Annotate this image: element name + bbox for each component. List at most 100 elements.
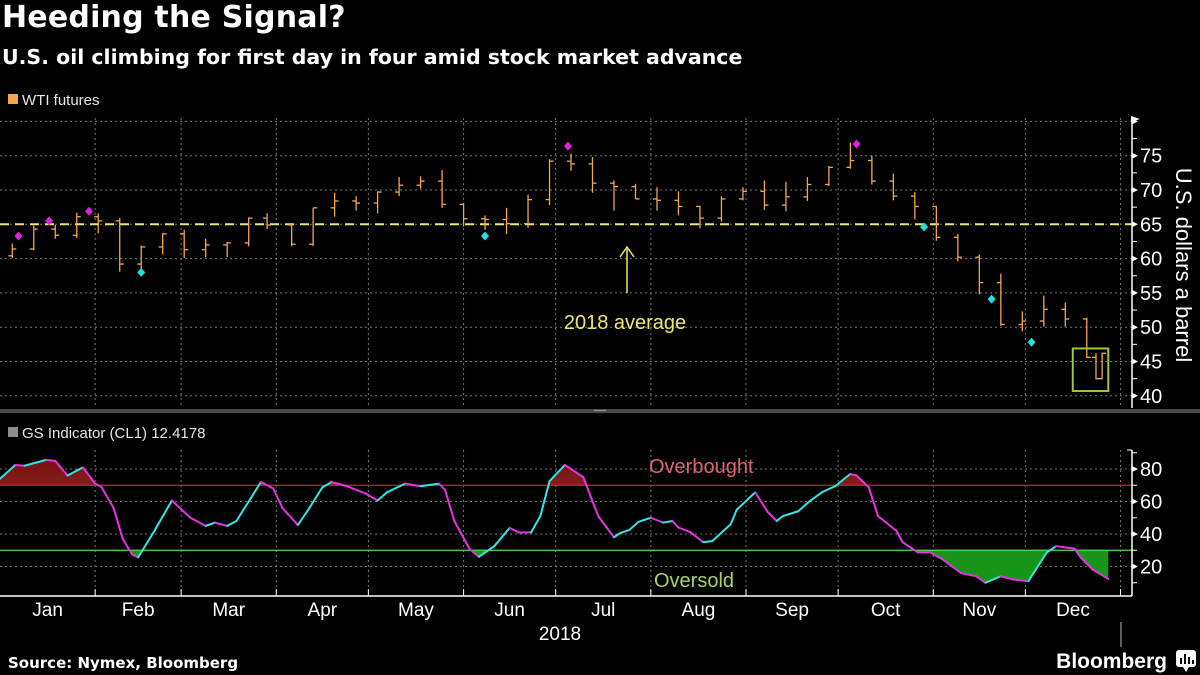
major-tick <box>1132 563 1138 570</box>
wti-bar <box>8 243 17 258</box>
indicator-tick-label: 80 <box>1140 459 1162 481</box>
gs-segment-falling <box>677 526 692 534</box>
gs-segment-falling <box>1091 568 1110 580</box>
gs-segment-falling <box>975 575 987 584</box>
major-tick <box>1132 358 1138 365</box>
price-tick-label: 65 <box>1140 214 1162 236</box>
wti-bar <box>695 205 704 229</box>
oversold-signal-diamond <box>481 231 490 241</box>
average-label: 2018 average <box>564 312 686 334</box>
gs-segment-rising <box>809 490 824 502</box>
gs-segment-rising <box>539 480 551 518</box>
upper-gridlines <box>0 118 1132 408</box>
separator-grip-icon[interactable] <box>594 410 606 411</box>
wti-bar <box>1018 311 1027 332</box>
wti-bar <box>781 181 790 212</box>
price-tick-label: 50 <box>1140 317 1162 339</box>
month-label: Nov <box>962 600 996 621</box>
major-tick <box>1132 187 1138 193</box>
wti-bar <box>459 203 468 227</box>
gs-segment-falling <box>100 485 115 509</box>
gs-segment-rising <box>419 482 441 488</box>
wti-bar <box>72 212 81 239</box>
wti-bar <box>373 191 382 214</box>
gs-indicator-line <box>0 458 1110 584</box>
wti-bar <box>889 173 898 201</box>
gs-segment-falling <box>94 482 103 488</box>
major-tick <box>1132 255 1138 262</box>
major-tick <box>1132 221 1138 228</box>
indicator-tick-label: 60 <box>1140 492 1162 514</box>
overbought-fill <box>0 459 1109 486</box>
gs-segment-rising <box>662 520 674 524</box>
gs-segment-falling <box>281 507 299 526</box>
gs-segment-falling <box>259 481 275 490</box>
time-axis: Jan Feb Mar Apr May Jun Jul Aug Sep Oct Nov Dec <box>0 589 1132 621</box>
highlight-box <box>1071 347 1110 392</box>
gs-segment-rising <box>385 482 407 494</box>
gs-segment-rising <box>775 515 784 522</box>
wti-bar <box>996 273 1005 326</box>
gs-segment-falling <box>895 529 904 544</box>
gs-segment-rising <box>376 491 388 502</box>
overbought-signal-diamond <box>45 216 54 226</box>
gs-segment-rising <box>619 528 631 535</box>
gs-segment-falling <box>671 520 680 529</box>
wti-bar <box>932 205 941 241</box>
gs-segment-falling <box>941 558 962 574</box>
gs-segment-rising <box>204 521 216 527</box>
gs-segment-falling <box>999 575 1015 581</box>
oversold-signal-diamond <box>920 222 929 232</box>
indicator-tick-label: 20 <box>1140 557 1162 579</box>
wti-bar <box>1039 295 1048 327</box>
wti-bar <box>201 238 210 258</box>
gs-segment-falling <box>131 553 140 559</box>
gs-segment-rising <box>0 463 17 480</box>
gs-segment-falling <box>189 516 207 527</box>
gs-segment-rising <box>321 481 333 489</box>
gs-segment-rising <box>729 508 738 526</box>
gs-segment-rising <box>628 520 640 531</box>
gs-segment-falling <box>170 499 192 519</box>
gs-segment-falling <box>112 507 124 540</box>
gs-segment-falling <box>330 481 348 488</box>
gs-segment-falling <box>754 491 769 513</box>
overbought-label: Overbought <box>649 456 754 478</box>
gs-segment-falling <box>1055 545 1076 550</box>
wti-bar <box>760 180 769 210</box>
bloomberg-chart-icon <box>1176 650 1196 672</box>
gs-segment-rising <box>613 532 622 539</box>
gs-segment-falling <box>929 551 944 561</box>
wti-bar <box>137 245 146 270</box>
gs-segment-falling <box>563 463 585 479</box>
major-tick <box>1132 152 1138 159</box>
gs-segment-rising <box>711 523 732 543</box>
gs-segment-falling <box>597 515 615 539</box>
gs-segment-rising <box>66 466 84 477</box>
overbought-signal-diamond <box>85 206 94 216</box>
gs-segment-rising <box>797 499 812 513</box>
major-tick <box>1132 498 1138 505</box>
source-note: Source: Nymex, Bloomberg <box>8 654 238 672</box>
oversold-signal-diamond <box>1027 337 1036 347</box>
gs-segment-rising <box>137 531 155 559</box>
gs-segment-falling <box>1012 578 1030 583</box>
gs-segment-falling <box>444 489 456 522</box>
gs-segment-rising <box>23 458 48 467</box>
major-tick <box>1132 392 1138 399</box>
wti-bar <box>846 142 855 169</box>
gs-segment-falling <box>649 516 665 524</box>
wti-bar <box>115 218 124 272</box>
price-tick-label: 70 <box>1140 180 1162 202</box>
gs-legend-swatch <box>8 427 18 437</box>
price-axis: 40 45 50 55 60 65 70 75 <box>1131 116 1162 408</box>
gs-segment-falling <box>849 472 858 477</box>
gs-segment-rising <box>235 481 262 522</box>
chart-subtitle: U.S. oil climbing for first day in four … <box>2 45 743 69</box>
wti-bar <box>244 217 253 247</box>
wti-bar <box>588 157 597 193</box>
gs-segment-falling <box>213 521 229 527</box>
gs-segment-rising <box>821 485 837 493</box>
wti-bar <box>674 191 683 216</box>
